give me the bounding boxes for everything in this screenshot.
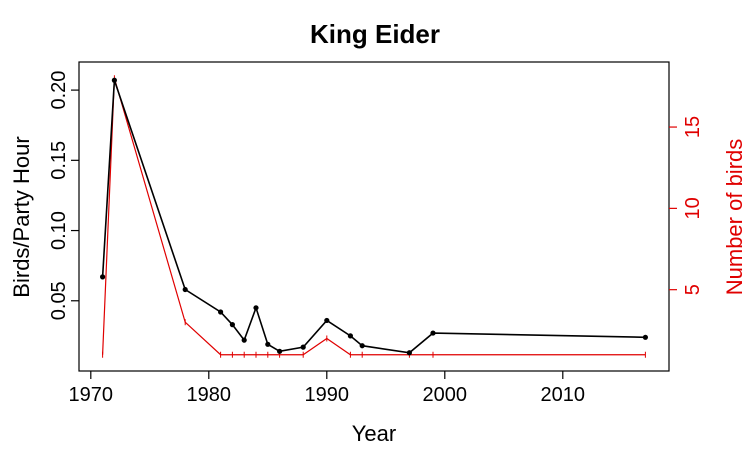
data-point [359,343,365,349]
y-left-tick-label: 0.05 [48,281,70,320]
data-point [182,286,188,293]
y-axis-right: 5 10 15 [669,116,704,295]
y-left-tick-label: 0.15 [48,141,70,180]
series-birds-per-party-hour [100,77,649,356]
chart-title: King Eider [310,19,440,49]
y-right-tick-label: 5 [682,284,704,295]
x-tick-label: 2010 [541,384,586,406]
series-number-of-birds [102,75,646,358]
data-point [100,274,106,280]
series-line [102,78,646,356]
y-left-tick-label: 0.20 [48,71,70,110]
y-axis-left-label: Birds/Party Hour [9,136,34,297]
data-point [300,344,306,350]
x-tick-label: 1990 [305,384,350,406]
data-point [218,309,224,315]
y-left-tick-label: 0.10 [48,211,70,250]
data-point [430,330,436,336]
data-point [642,334,649,340]
data-point [265,341,271,347]
x-tick-label: 1980 [187,384,232,406]
y-axis-left: 0.05 0.10 0.15 0.20 [48,71,79,320]
data-point [241,337,247,343]
y-right-tick-label: 10 [682,197,704,219]
x-axis: 1970 1980 1990 2000 2010 [69,371,586,406]
plot-frame [78,61,670,372]
data-point [253,305,259,311]
data-point [229,322,235,328]
data-point [406,350,412,356]
data-point [324,317,330,324]
x-tick-label: 1970 [69,384,114,406]
data-point [277,348,283,354]
x-axis-label: Year [352,421,396,446]
data-point [111,77,117,83]
x-tick-label: 2000 [423,384,468,406]
y-axis-right-label: Number of birds [722,139,747,296]
y-right-tick-label: 15 [682,116,704,138]
data-point [347,333,353,339]
series-line [101,80,646,354]
